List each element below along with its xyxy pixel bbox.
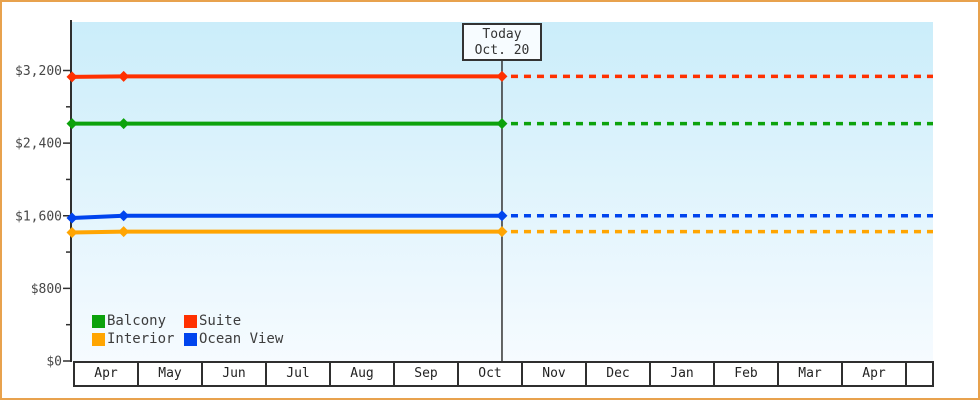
legend-item-interior: Interior <box>92 331 184 347</box>
month-cell-mar: Mar <box>779 363 843 385</box>
month-cell-nov: Nov <box>523 363 587 385</box>
legend-item-suite: Suite <box>184 313 283 329</box>
month-cell-sep: Sep <box>395 363 459 385</box>
month-cell-dec: Dec <box>587 363 651 385</box>
today-label: Today <box>482 27 522 42</box>
legend-item-ocean-view: Ocean View <box>184 331 284 347</box>
month-cell-jun: Jun <box>203 363 267 385</box>
legend-item-balcony: Balcony <box>92 313 184 329</box>
month-cell-feb: Feb <box>715 363 779 385</box>
month-cell-jan: Jan <box>651 363 715 385</box>
month-cell-apr: Apr <box>75 363 139 385</box>
legend: Balcony Suite Interior Ocean View <box>92 313 284 347</box>
today-annotation: Today Oct. 20 <box>462 23 542 61</box>
y-tick-label: $2,400 <box>15 137 62 152</box>
month-cell-oct: Oct <box>459 363 523 385</box>
y-tick-label: $0 <box>46 355 62 370</box>
y-tick-label: $3,200 <box>15 64 62 79</box>
today-date: Oct. 20 <box>474 43 530 58</box>
month-cell-aug: Aug <box>331 363 395 385</box>
legend-label: Suite <box>199 313 242 329</box>
y-tick-label: $1,600 <box>15 209 62 224</box>
month-cell-apr: Apr <box>843 363 907 385</box>
month-cell-empty <box>907 363 932 385</box>
month-cell-may: May <box>139 363 203 385</box>
legend-label: Interior <box>107 331 175 347</box>
plot-area <box>72 22 933 361</box>
interior-swatch-icon <box>92 332 105 346</box>
y-tick-label: $800 <box>31 282 62 297</box>
month-axis-row: Apr May Jun Jul Aug Sep Oct Nov Dec Jan Feb Mar Apr <box>73 361 934 387</box>
legend-label: Ocean View <box>199 331 284 347</box>
ocean-view-swatch-icon <box>184 332 197 346</box>
month-cell-jul: Jul <box>267 363 331 385</box>
suite-swatch-icon <box>184 314 197 328</box>
balcony-swatch-icon <box>92 314 105 328</box>
legend-label: Balcony <box>107 313 167 329</box>
